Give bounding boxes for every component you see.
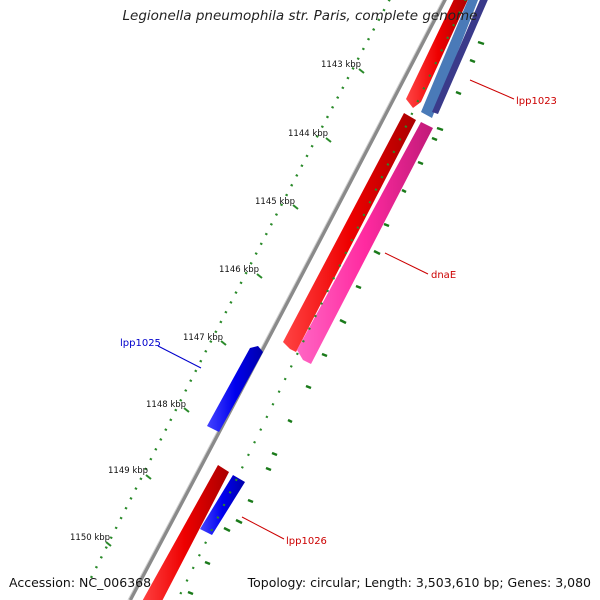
genome-summary-text: Topology: circular; Length: 3,503,610 bp… (247, 575, 591, 590)
gc-mark (436, 126, 444, 132)
genome-backbone (128, 0, 447, 600)
gene-labels: lpp1023 dnaE lpp1025 lpp1026 (120, 79, 557, 547)
gc-mark (355, 284, 362, 290)
leader-line-lpp1026 (241, 516, 285, 540)
tick-mark (145, 474, 152, 480)
gc-mark (305, 384, 312, 390)
tick-mark (220, 340, 227, 346)
gc-mark (469, 58, 476, 64)
gc-mark (455, 90, 462, 96)
cds-feature (421, 0, 479, 118)
tick-mark (183, 407, 190, 413)
tick-mark (292, 204, 299, 210)
tick-label-1148: 1148 kbp (146, 400, 186, 410)
cds-feature-dnaE (297, 122, 433, 364)
forward-cds (142, 0, 468, 600)
gc-marks (187, 40, 485, 596)
gene-label-lpp1023: lpp1023 (516, 96, 557, 107)
leader-line-lpp1023 (469, 79, 515, 100)
tick-label-1149: 1149 kbp (108, 466, 148, 476)
accession-text: Accession: NC_006368 (9, 575, 152, 590)
tick-mark (256, 273, 263, 279)
cds-feature-lpp1026 (200, 475, 245, 535)
map-title: Legionella pneumophila str. Paris, compl… (122, 8, 478, 24)
gene-label-lpp1025: lpp1025 (120, 338, 161, 349)
gc-mark (339, 318, 347, 325)
gc-mark (187, 590, 194, 596)
cds-feature (283, 113, 416, 352)
leader-line-dnaE (384, 252, 429, 275)
gc-mark (417, 160, 424, 166)
tick-label-1145: 1145 kbp (255, 197, 295, 207)
gc-mark (265, 466, 272, 472)
cds-feature (142, 465, 229, 600)
tick-label-1143: 1143 kbp (321, 60, 361, 70)
gc-mark (401, 188, 407, 194)
gene-label-lpp1026: lpp1026 (286, 536, 327, 547)
gc-mark (431, 136, 438, 142)
tick-mark (358, 68, 365, 74)
gc-mark (271, 451, 278, 457)
gc-mark (247, 498, 254, 504)
tick-labels: 1143 kbp 1144 kbp 1145 kbp 1146 kbp 1147… (70, 60, 365, 547)
gc-mark (373, 249, 381, 256)
cds-feature (406, 0, 468, 108)
skew-ring-dots (176, 0, 467, 600)
tick-ring (88, 0, 391, 581)
tick-label-1150: 1150 kbp (70, 533, 110, 543)
gc-mark (235, 518, 243, 525)
genome-backbone-highlight (127, 0, 444, 600)
gene-label-dnaE: dnaE (431, 270, 456, 281)
cds-feature (432, 0, 488, 114)
gc-mark (204, 560, 211, 566)
gc-mark (287, 418, 293, 424)
cds-feature-lpp1025 (207, 346, 263, 432)
gc-mark (383, 222, 390, 228)
tick-ring-dots (88, 0, 391, 581)
gc-mark (477, 40, 485, 46)
tick-label-1146: 1146 kbp (219, 265, 259, 275)
gc-mark (223, 526, 231, 533)
reverse-cds (207, 346, 263, 432)
outer-cds (200, 0, 488, 535)
tick-mark (325, 137, 332, 143)
tick-label-1144: 1144 kbp (288, 129, 328, 139)
gc-mark (321, 352, 328, 358)
tick-label-1147: 1147 kbp (183, 333, 223, 343)
tick-mark (105, 541, 112, 547)
leader-line-lpp1025 (157, 345, 202, 369)
